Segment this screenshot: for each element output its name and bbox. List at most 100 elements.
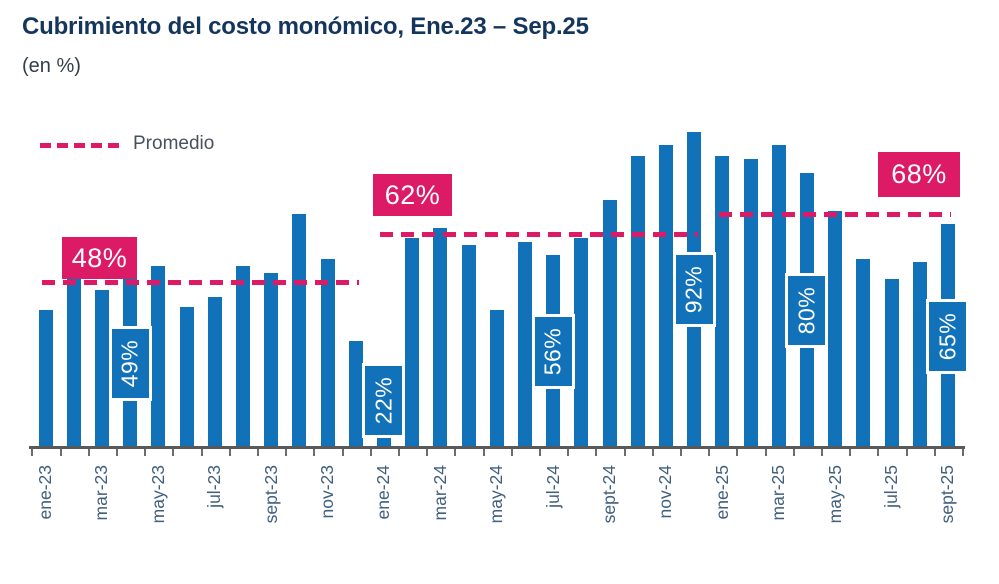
bar-oct-24 — [630, 155, 645, 448]
bar-value-label-text: 92% — [680, 266, 707, 314]
bar-jul-25 — [884, 279, 899, 448]
x-axis — [29, 446, 965, 449]
average-line-2024 — [380, 232, 698, 238]
x-axis-tick — [116, 449, 118, 456]
bar-dic-23 — [348, 341, 363, 448]
x-axis-tick — [454, 449, 457, 456]
x-axis-tick — [539, 449, 541, 456]
bar-sept-23 — [264, 272, 279, 448]
chart-title: Cubrimiento del costo monómico, Ene.23 –… — [22, 13, 589, 40]
bar-ago-23 — [235, 265, 250, 448]
bar-value-label-text: 56% — [539, 327, 566, 376]
x-tick-label-sept-23: sept-23 — [260, 465, 281, 524]
x-tick-label-may-23: may-23 — [147, 465, 168, 524]
x-axis-tick — [59, 449, 62, 456]
bar-value-label-dic-24: 92% — [672, 252, 716, 328]
bar-value-label-jul-24: 56% — [531, 314, 575, 390]
bar-mar-24 — [433, 227, 448, 448]
bar-nov-23 — [320, 258, 335, 448]
bar-feb-23 — [66, 276, 81, 448]
x-axis-tick — [482, 449, 485, 456]
average-label-2024: 62% — [373, 174, 452, 216]
x-tick-label-ene-23: ene-23 — [35, 465, 55, 520]
x-axis-tick — [905, 449, 908, 456]
bar-feb-25 — [743, 159, 758, 448]
x-tick-label-ene-25: ene-25 — [711, 465, 732, 520]
x-axis-tick — [510, 449, 513, 456]
x-axis-tick — [821, 449, 823, 456]
x-axis-tick — [680, 449, 682, 456]
x-tick-label-jul-24: jul-24 — [542, 465, 563, 508]
average-line-2023 — [42, 280, 360, 286]
bar-jun-23 — [179, 307, 194, 448]
bar-nov-24 — [658, 145, 673, 448]
x-axis-tick — [962, 449, 964, 456]
x-tick-label-nov-23: nov-23 — [317, 465, 337, 519]
bar-jun-25 — [856, 258, 871, 448]
x-tick-label-mar-23: mar-23 — [91, 465, 112, 521]
x-tick-label-sept-24: sept-24 — [599, 465, 619, 524]
x-axis-tick — [736, 449, 739, 456]
bar-value-label-text: 49% — [116, 339, 143, 388]
x-axis-tick — [200, 449, 203, 456]
bar-value-label-text: 65% — [934, 312, 961, 360]
x-axis-tick — [792, 449, 795, 456]
bar-abr-24 — [461, 245, 476, 448]
bar-value-label-abr-25: 80% — [785, 272, 829, 348]
x-axis-tick — [398, 449, 400, 456]
x-axis-tick — [341, 449, 344, 456]
x-axis-tick — [651, 449, 654, 456]
bar-may-23 — [151, 265, 166, 448]
average-label-2023: 48% — [62, 237, 137, 279]
bar-jun-24 — [517, 241, 532, 448]
x-axis-tick — [567, 449, 570, 456]
bar-value-label-abr-23: 49% — [108, 326, 152, 402]
bar-may-24 — [489, 310, 504, 448]
x-axis-tick — [87, 449, 90, 456]
average-label-2025: 68% — [878, 152, 960, 197]
x-axis-tick — [595, 449, 598, 456]
bar-oct-23 — [292, 214, 307, 448]
x-tick-label-mar-24: mar-24 — [429, 465, 450, 521]
bar-ene-23 — [38, 310, 53, 448]
x-axis-tick — [369, 449, 372, 456]
x-tick-label-mar-25: mar-25 — [768, 465, 789, 521]
x-axis-tick — [933, 449, 936, 456]
legend-label: Promedio — [133, 133, 215, 154]
bar-mar-23 — [94, 289, 109, 448]
x-axis-tick — [257, 449, 259, 456]
x-axis-tick — [172, 449, 175, 456]
x-tick-label-jul-25: jul-25 — [881, 465, 901, 508]
x-tick-label-ene-24: ene-24 — [373, 465, 394, 520]
bar-ago-24 — [574, 238, 589, 448]
bar-value-label-text: 80% — [793, 286, 820, 335]
bar-value-label-sept-25: 65% — [926, 298, 970, 374]
bar-ene-25 — [715, 155, 730, 448]
chart-subtitle: (en %) — [22, 55, 81, 77]
bar-value-label-ene-24: 22% — [362, 362, 406, 438]
x-tick-label-may-24: may-24 — [486, 465, 507, 524]
bar-value-label-text: 22% — [370, 376, 397, 424]
x-axis-tick — [849, 449, 852, 456]
x-axis-tick — [313, 449, 316, 456]
bar-feb-24 — [405, 238, 420, 448]
average-dashed-line-icon — [40, 142, 123, 148]
x-axis-tick — [877, 449, 880, 456]
bar-jul-23 — [207, 296, 222, 448]
x-axis-tick — [764, 449, 767, 456]
x-tick-label-sept-25: sept-25 — [937, 465, 958, 524]
x-tick-label-nov-24: nov-24 — [655, 465, 676, 519]
x-axis-tick — [31, 449, 34, 456]
bar-sept-24 — [602, 200, 617, 448]
x-tick-label-may-25: may-25 — [824, 465, 845, 524]
x-axis-tick — [144, 449, 147, 456]
x-axis-tick — [708, 449, 711, 456]
x-axis-tick — [426, 449, 429, 456]
bar-may-25 — [828, 210, 843, 448]
x-tick-label-jul-23: jul-23 — [204, 465, 225, 508]
x-axis-tick — [285, 449, 288, 456]
average-line-2025 — [718, 211, 952, 217]
legend: Promedio — [40, 132, 214, 156]
bar-mar-25 — [771, 145, 786, 448]
